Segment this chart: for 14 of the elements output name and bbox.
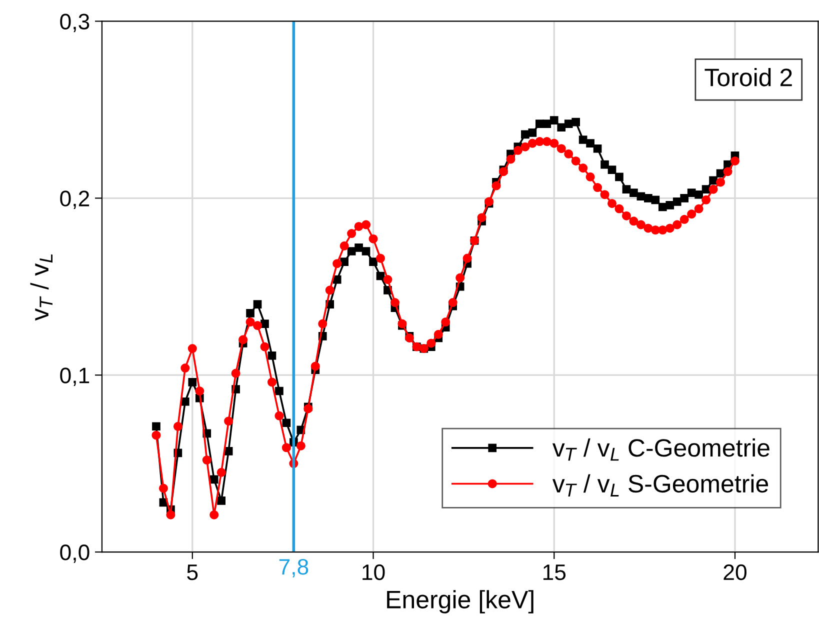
y-tick-label: 0,3	[60, 14, 90, 32]
legend-label: v$_{T}$ / v$_{L}$ S-Geometrie	[552, 474, 768, 496]
y-axis-title: v$_{T}$ / v$_{L}$	[30, 254, 52, 321]
x-tick-label: 20	[724, 564, 746, 580]
x-tick-label: 5	[187, 564, 198, 580]
legend-label: v$_{T}$ / v$_{L}$ C-Geometrie	[552, 438, 770, 461]
ref-line-label: 7,8	[279, 558, 308, 578]
y-tick-label: 0,2	[60, 190, 90, 210]
x-axis-title: Energie [keV]	[387, 590, 534, 614]
annotation: Toroid 2	[704, 68, 792, 86]
x-tick-label: 15	[543, 564, 566, 580]
y-tick-label: 0,0	[60, 544, 90, 563]
y-tick-label: 0,1	[60, 368, 90, 386]
x-tick-label: 10	[362, 564, 385, 580]
